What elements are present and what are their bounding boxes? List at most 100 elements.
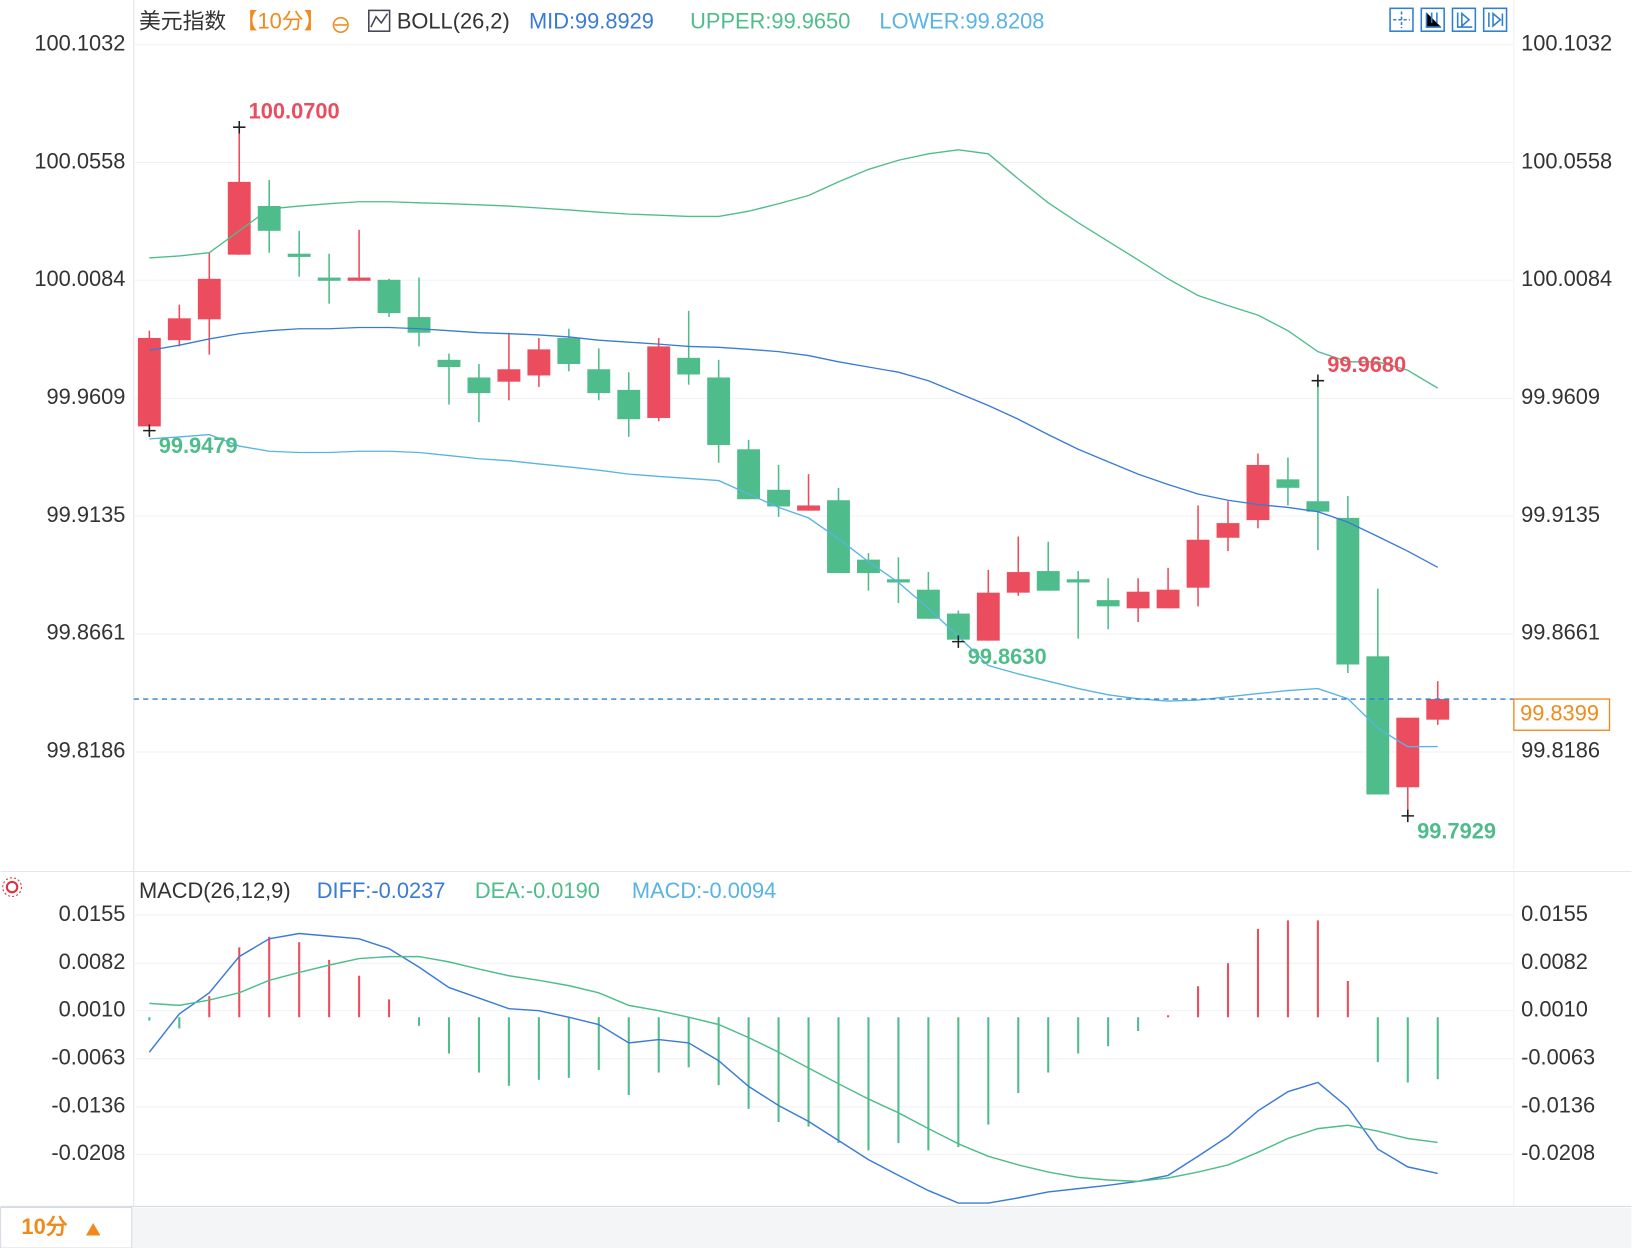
y-tick-label: -0.0136 <box>1521 1093 1595 1118</box>
annotation-marker <box>1401 809 1415 823</box>
y-tick-label: 0.0155 <box>1521 901 1588 926</box>
y-tick-label: 100.0558 <box>34 148 125 173</box>
candle-body <box>797 505 820 511</box>
candle-body <box>1036 571 1060 591</box>
candle-body <box>167 318 191 341</box>
last-price-label: 99.8399 <box>1520 700 1599 725</box>
tab-bar <box>0 1207 1632 1248</box>
y-tick-label: 0.0010 <box>1521 996 1588 1021</box>
series-line <box>149 149 1439 389</box>
toolbar <box>1389 7 1508 32</box>
y-tick-label: 99.8186 <box>1521 738 1600 763</box>
annotation-marker <box>952 635 965 648</box>
series-line <box>148 932 1438 1204</box>
candle-body <box>1006 572 1030 593</box>
collapse-icon[interactable] <box>332 16 349 34</box>
annotation-label: 100.0700 <box>249 98 340 123</box>
candle-body <box>1216 523 1240 538</box>
candle-body <box>257 205 281 231</box>
annotation-label: 99.9680 <box>1327 352 1406 377</box>
annotation-marker <box>233 120 246 134</box>
candle-body <box>1156 589 1180 609</box>
candle-body <box>857 559 880 574</box>
legend-entry: DEA:-0.0190 <box>475 878 600 903</box>
y-tick-label: 100.0084 <box>34 266 125 291</box>
chart-title: 美元指数 <box>139 9 226 34</box>
candle-body <box>767 489 791 507</box>
legend-entry: DIFF:-0.0237 <box>317 878 446 903</box>
y-tick-label: -0.0063 <box>1521 1045 1595 1070</box>
candle-body <box>587 369 611 394</box>
candle-body <box>1066 579 1090 583</box>
legend-entry: MID:99.8929 <box>529 9 654 34</box>
y-tick-label: 100.1032 <box>1521 30 1612 55</box>
candle-body <box>137 337 161 427</box>
y-tick-label: 99.8661 <box>1521 620 1600 645</box>
candle-body <box>377 279 401 314</box>
candle-body <box>1426 699 1450 720</box>
y-tick-label: -0.0208 <box>1521 1140 1595 1165</box>
tab[interactable] <box>0 1206 133 1248</box>
candle-body <box>1276 479 1300 488</box>
y-tick-label: 99.8661 <box>47 620 126 645</box>
candle-body <box>827 500 850 574</box>
candle-body <box>1246 464 1270 521</box>
macd-title: MACD(26,12,9) <box>139 878 291 903</box>
legend-entry: UPPER:99.9650 <box>690 9 850 34</box>
candle-body <box>1366 656 1390 795</box>
candle-body <box>647 346 671 418</box>
candle-body <box>916 589 940 619</box>
candle-body <box>347 277 371 281</box>
y-tick-label: 99.9135 <box>1521 502 1600 527</box>
candle-body <box>1186 539 1210 588</box>
candle-body <box>407 317 431 333</box>
candle-body <box>527 349 551 376</box>
y-tick-label: 99.9135 <box>47 502 126 527</box>
series-line <box>149 326 1439 568</box>
tool-icon[interactable] <box>1389 7 1414 32</box>
candle-body <box>437 359 461 368</box>
legend-entry: LOWER:99.8208 <box>879 9 1044 34</box>
tab-label[interactable]: 10分 <box>21 1214 67 1239</box>
candle-body <box>1096 600 1120 607</box>
series-line <box>149 955 1438 1183</box>
y-tick-label: 99.8186 <box>47 738 126 763</box>
candle-body <box>497 369 521 382</box>
tool-icon[interactable] <box>1482 7 1508 32</box>
candle-body <box>1306 501 1330 512</box>
indicator-icon[interactable] <box>368 9 391 32</box>
candle-body <box>976 592 1000 641</box>
candle-body <box>557 337 581 365</box>
y-tick-label: 100.1032 <box>34 30 125 55</box>
annotation-marker <box>1311 374 1325 387</box>
candle-body <box>1126 591 1150 609</box>
tool-icon[interactable] <box>1451 7 1477 32</box>
series-line <box>149 433 1438 748</box>
y-tick-label: 99.9609 <box>47 384 126 409</box>
legend-entry: MACD:-0.0094 <box>632 878 776 903</box>
y-tick-label: 0.0010 <box>59 996 126 1021</box>
candle-body <box>677 357 701 375</box>
y-tick-label: 0.0155 <box>59 901 126 926</box>
tab-arrow[interactable] <box>85 1223 101 1236</box>
candle-body <box>886 579 910 583</box>
candle-body <box>197 278 221 320</box>
annotation-label: 99.8630 <box>968 644 1047 669</box>
period[interactable]: 【10分】 <box>236 9 326 34</box>
y-tick-label: 100.0084 <box>1521 266 1612 291</box>
candle-body <box>737 449 761 500</box>
tool-icon[interactable] <box>1420 7 1445 32</box>
candle-body <box>317 277 341 281</box>
y-tick-label: 99.9609 <box>1521 384 1600 409</box>
settings-icon[interactable] <box>2 877 22 897</box>
last-price-box <box>1513 698 1611 731</box>
candle-body <box>287 253 311 257</box>
candle-body <box>227 181 251 255</box>
y-tick-label: -0.0063 <box>51 1045 125 1070</box>
annotation-marker <box>143 424 156 437</box>
candle-body <box>467 377 491 394</box>
candle-body <box>946 613 970 640</box>
candle-body <box>707 377 731 446</box>
indicator-title: BOLL(26,2) <box>397 9 510 34</box>
